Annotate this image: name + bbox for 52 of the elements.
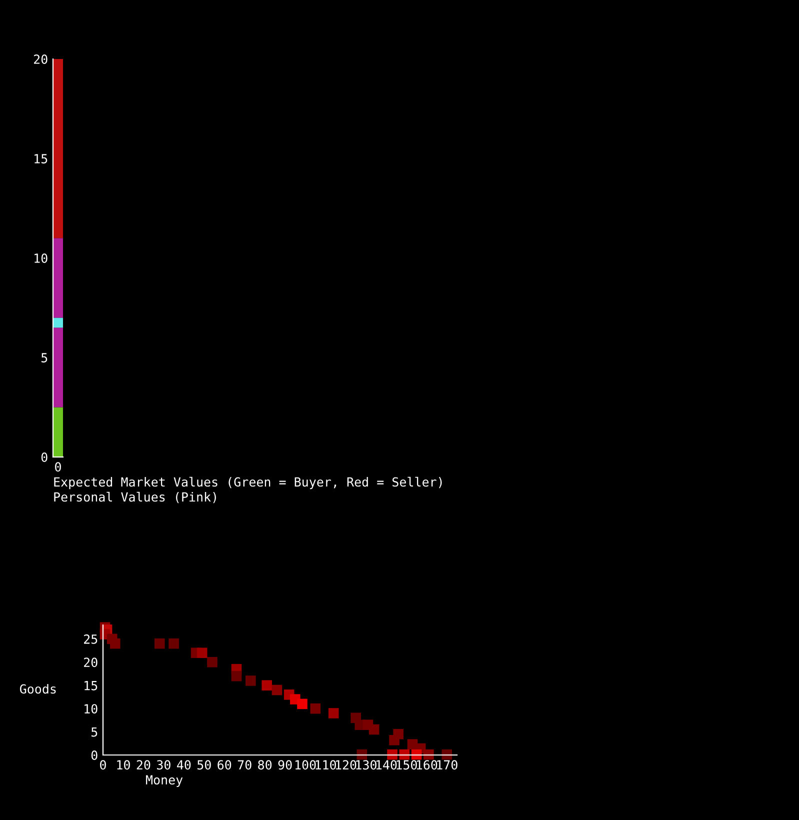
x-tick-label: 60 bbox=[218, 760, 232, 770]
y-tick-label: 10 bbox=[84, 704, 98, 714]
y-tick-label: 20 bbox=[34, 54, 48, 64]
y-tick-label: 25 bbox=[84, 634, 98, 644]
y-tick-label: 10 bbox=[34, 254, 48, 263]
point bbox=[262, 680, 272, 691]
point bbox=[154, 638, 165, 649]
bar bbox=[53, 59, 63, 238]
point bbox=[231, 670, 242, 682]
x-tick-label: 80 bbox=[258, 760, 272, 770]
y-tick-label: 20 bbox=[84, 658, 98, 668]
point bbox=[272, 684, 282, 696]
x-tick-label: 20 bbox=[136, 760, 150, 770]
x-tick-label: 40 bbox=[177, 760, 191, 770]
x-tick-label: 160 bbox=[416, 760, 438, 770]
y-tick-label: 15 bbox=[34, 154, 48, 164]
y-tick-label: 0 bbox=[41, 452, 48, 462]
text: Expected Market Values (Green = Buyer, Red = Seller) bbox=[54, 476, 442, 490]
x-tick-label: 130 bbox=[356, 760, 376, 770]
y-axis-title: Goods bbox=[20, 684, 56, 694]
point bbox=[389, 734, 400, 746]
bar bbox=[53, 407, 63, 457]
point bbox=[310, 703, 321, 714]
point bbox=[246, 676, 256, 686]
x-tick-label: 0 bbox=[100, 760, 106, 770]
point bbox=[196, 648, 208, 658]
text: Personal Values (Pink) bbox=[54, 492, 216, 504]
x-tick-label: 140 bbox=[376, 760, 397, 770]
y-tick-label: 0 bbox=[91, 750, 98, 760]
point bbox=[110, 638, 120, 649]
x-tick-label: 110 bbox=[316, 760, 336, 770]
y-tick-label: 15 bbox=[84, 681, 98, 690]
y-tick-label: 5 bbox=[91, 727, 98, 737]
x-tick-label: 100 bbox=[296, 760, 316, 770]
x-axis-title: Money bbox=[146, 775, 183, 787]
x-tick-label: 120 bbox=[336, 760, 356, 770]
x-tick-label: 30 bbox=[156, 760, 170, 770]
y-tick-label: 5 bbox=[41, 353, 48, 362]
point bbox=[328, 708, 339, 718]
x-tick-label: 10 bbox=[117, 760, 130, 770]
x-tick-label: 90 bbox=[278, 760, 292, 770]
point bbox=[168, 638, 179, 649]
bar bbox=[53, 318, 63, 328]
point bbox=[297, 698, 308, 710]
bar bbox=[53, 238, 63, 318]
x-tick-label: 70 bbox=[238, 760, 252, 770]
x-tick-label: 150 bbox=[396, 760, 417, 770]
point bbox=[368, 724, 380, 735]
point bbox=[207, 656, 218, 668]
bar bbox=[53, 328, 63, 408]
x-tick-label: 170 bbox=[437, 760, 458, 770]
x-tick-label: 50 bbox=[197, 760, 211, 770]
